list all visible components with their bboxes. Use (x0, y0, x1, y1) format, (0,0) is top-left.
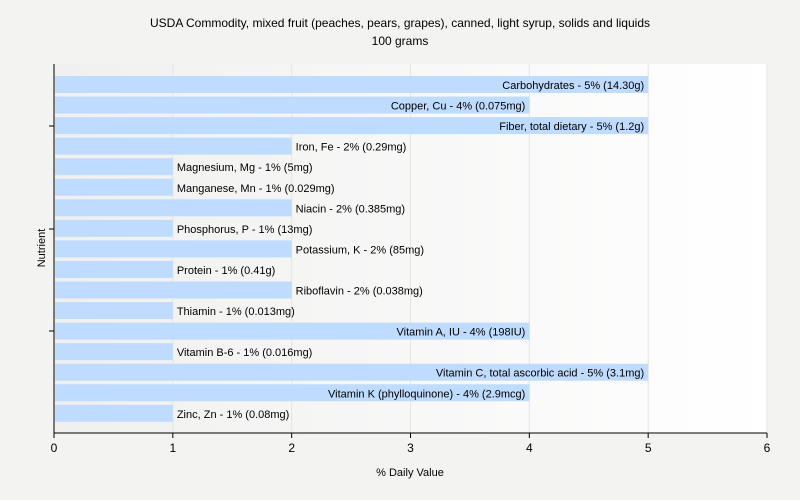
bar (55, 199, 292, 217)
x-tick-label: 5 (645, 441, 652, 455)
bar-label: Copper, Cu - 4% (0.075mg) (391, 101, 526, 113)
bar-label: Iron, Fe - 2% (0.29mg) (296, 142, 407, 154)
bar (55, 137, 292, 155)
bar (55, 404, 173, 422)
x-tick-label: 2 (288, 441, 295, 455)
bar-label: Carbohydrates - 5% (14.30g) (502, 80, 644, 92)
x-tick-label: 1 (169, 441, 176, 455)
x-tick-label: 4 (526, 441, 533, 455)
bar (55, 219, 173, 237)
bar (55, 281, 292, 299)
bar-label: Vitamin C, total ascorbic acid - 5% (3.1… (436, 368, 644, 380)
bar (55, 96, 530, 114)
bar-label: Vitamin A, IU - 4% (198IU) (397, 327, 526, 339)
bar (55, 260, 173, 278)
bar-label: Vitamin K (phylloquinone) - 4% (2.9mcg) (328, 388, 525, 400)
x-tick-label: 3 (407, 441, 414, 455)
bar (55, 76, 649, 93)
y-axis-label: Nutrient (36, 229, 48, 268)
x-axis-label: % Daily Value (376, 467, 444, 479)
bar-label: Magnesium, Mg - 1% (5mg) (177, 162, 313, 174)
chart-title: USDA Commodity, mixed fruit (peaches, pe… (150, 16, 650, 30)
bar-label: Riboflavin - 2% (0.038mg) (296, 286, 423, 298)
bar (55, 322, 530, 340)
bar (55, 302, 173, 320)
bar (55, 384, 530, 402)
bar-label: Potassium, K - 2% (85mg) (296, 244, 424, 256)
bar-label: Manganese, Mn - 1% (0.029mg) (177, 183, 335, 195)
bar-label: Vitamin B-6 - 1% (0.016mg) (177, 347, 313, 359)
bar-label: Niacin - 2% (0.385mg) (296, 203, 405, 215)
bar (55, 178, 173, 196)
chart-subtitle: 100 grams (372, 34, 429, 48)
x-tick-label: 0 (51, 441, 58, 455)
bar (55, 343, 173, 361)
x-tick-label: 6 (764, 441, 771, 455)
bar (55, 363, 649, 381)
bar (55, 158, 173, 176)
bar-label: Thiamin - 1% (0.013mg) (177, 306, 295, 318)
bar-label: Fiber, total dietary - 5% (1.2g) (499, 121, 644, 133)
bar-label: Zinc, Zn - 1% (0.08mg) (177, 409, 289, 421)
bar (55, 240, 292, 258)
bar (55, 117, 649, 135)
bar-label: Phosphorus, P - 1% (13mg) (177, 224, 313, 236)
bar-label: Protein - 1% (0.41g) (177, 265, 275, 277)
